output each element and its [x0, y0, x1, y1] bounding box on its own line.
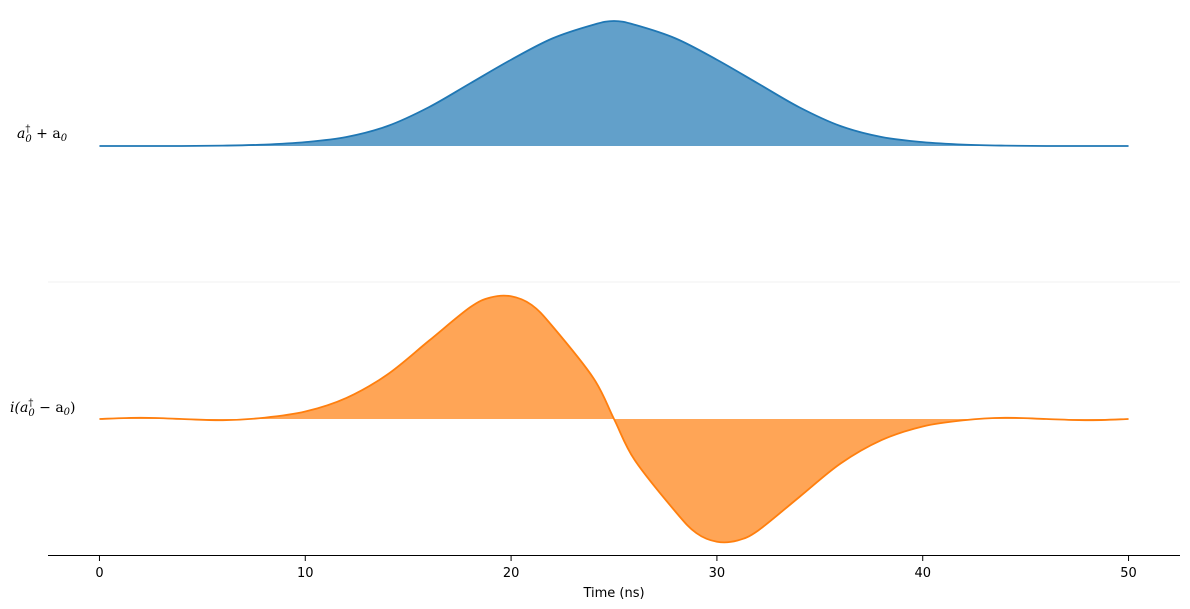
x-tick-label-20: 20 — [503, 566, 520, 581]
series-line-top — [99, 20, 1129, 147]
area-fill-top — [99, 21, 1129, 147]
panel-top: a† 0 + a0 — [17, 20, 1129, 147]
x-ticks: 0 10 20 30 40 50 — [95, 555, 1137, 581]
x-tick-label-0: 0 — [95, 566, 103, 581]
x-tick-label-30: 30 — [709, 566, 726, 581]
channel-label-top: a† 0 + a0 — [17, 124, 68, 145]
panels: a† 0 + a0 i(a† 0 − a0) — [10, 20, 1129, 544]
panel-bottom: i(a† 0 − a0) — [10, 294, 1129, 544]
x-axis-title: Time (ns) — [582, 586, 644, 601]
x-tick-label-50: 50 — [1120, 566, 1137, 581]
x-tick-label-10: 10 — [297, 566, 314, 581]
x-tick-label-40: 40 — [914, 566, 931, 581]
series-line-bottom — [99, 294, 1129, 544]
channel-label-bottom: i(a† 0 − a0) — [10, 398, 76, 419]
